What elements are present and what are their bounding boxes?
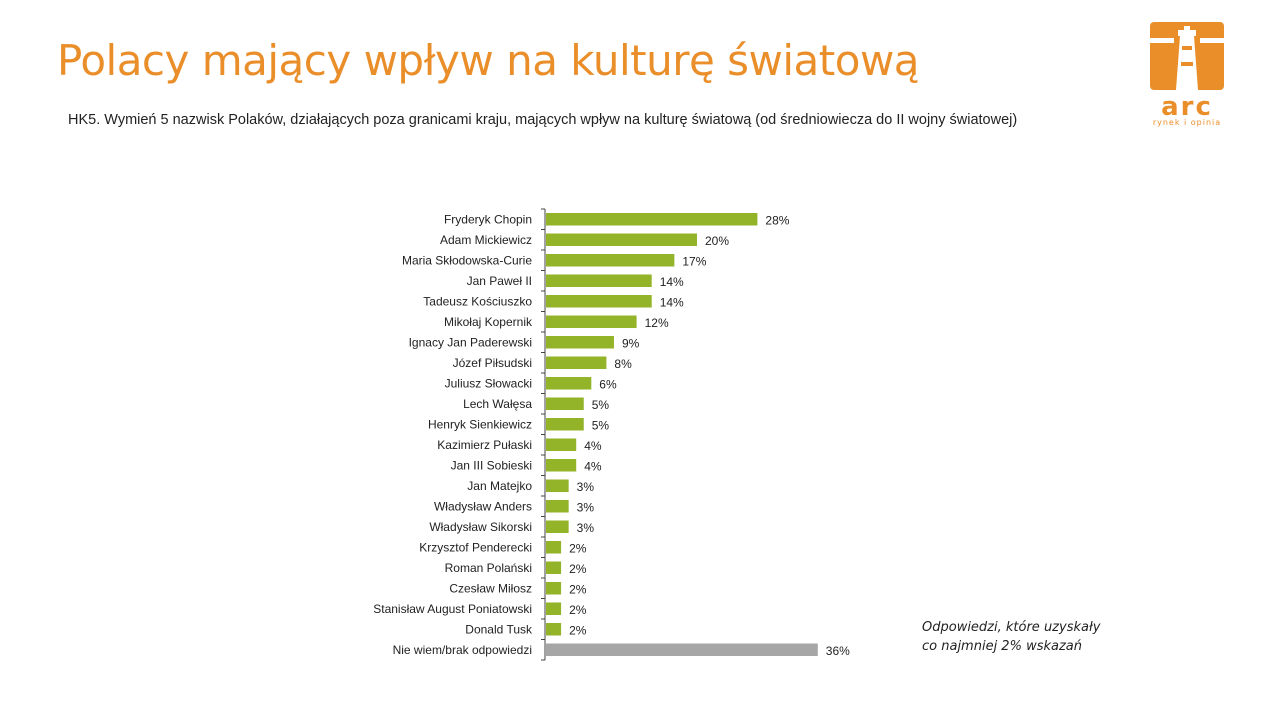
value-label: 4% xyxy=(584,459,602,473)
value-label: 3% xyxy=(577,480,595,494)
value-label: 36% xyxy=(826,644,850,658)
bar xyxy=(546,418,584,431)
category-label: Mikołaj Kopernik xyxy=(444,315,533,329)
category-label: Fryderyk Chopin xyxy=(444,212,532,226)
bar xyxy=(546,254,675,267)
bar xyxy=(546,438,577,451)
value-label: 2% xyxy=(569,541,587,555)
bar xyxy=(546,643,818,656)
logo-word: arc xyxy=(1161,92,1213,122)
category-label: Lech Wałęsa xyxy=(463,397,532,411)
category-label: Jan Matejko xyxy=(467,479,532,493)
value-label: 5% xyxy=(592,418,610,432)
value-label: 20% xyxy=(705,234,729,248)
bar xyxy=(546,602,562,615)
bar xyxy=(546,356,607,369)
value-label: 3% xyxy=(577,500,595,514)
bar xyxy=(546,233,697,246)
bar xyxy=(546,500,569,513)
bar xyxy=(546,213,758,226)
category-label: Kazimierz Pułaski xyxy=(437,438,532,452)
lighthouse-icon xyxy=(1150,22,1224,90)
bar xyxy=(546,295,652,308)
value-label: 2% xyxy=(569,582,587,596)
bar xyxy=(546,315,637,328)
value-label: 12% xyxy=(645,316,669,330)
bar xyxy=(546,582,562,595)
value-label: 9% xyxy=(622,336,640,350)
logo-tagline: rynek i opinia xyxy=(1152,118,1222,127)
category-label: Krzysztof Penderecki xyxy=(419,540,532,554)
bar xyxy=(546,377,592,390)
chart-note-line-1: Odpowiedzi, które uzyskały xyxy=(922,620,1101,635)
bar xyxy=(546,520,569,533)
value-label: 5% xyxy=(592,398,610,412)
bar xyxy=(546,459,577,472)
value-label: 3% xyxy=(577,521,595,535)
bar xyxy=(546,397,584,410)
category-label: Władysław Anders xyxy=(434,499,532,513)
value-label: 2% xyxy=(569,603,587,617)
bar xyxy=(546,623,562,636)
category-label: Tadeusz Kościuszko xyxy=(423,294,532,308)
category-label: Maria Skłodowska-Curie xyxy=(402,253,532,267)
category-label: Czesław Miłosz xyxy=(449,581,532,595)
value-label: 28% xyxy=(765,213,789,227)
category-label: Jan III Sobieski xyxy=(451,458,532,472)
value-label: 2% xyxy=(569,623,587,637)
value-label: 6% xyxy=(599,377,617,391)
category-label: Donald Tusk xyxy=(465,622,533,636)
category-label: Henryk Sienkiewicz xyxy=(428,417,532,431)
question-subtitle: HK5. Wymień 5 nazwisk Polaków, działając… xyxy=(68,112,1018,128)
bar xyxy=(546,479,569,492)
category-label: Stanisław August Poniatowski xyxy=(373,602,532,616)
bar xyxy=(546,274,652,287)
chart-note-line-2: co najmniej 2% wskazań xyxy=(922,639,1082,654)
arc-logo: arc rynek i opinia xyxy=(1146,18,1228,130)
category-label: Juliusz Słowacki xyxy=(445,376,532,390)
bar xyxy=(546,561,562,574)
category-label: Jan Paweł II xyxy=(467,274,532,288)
value-label: 14% xyxy=(660,275,684,289)
value-label: 2% xyxy=(569,562,587,576)
category-label: Roman Polański xyxy=(445,561,532,575)
category-label: Władysław Sikorski xyxy=(429,520,532,534)
category-label: Adam Mickiewicz xyxy=(440,233,532,247)
value-label: 4% xyxy=(584,439,602,453)
bar xyxy=(546,541,562,554)
value-label: 8% xyxy=(614,357,632,371)
value-label: 14% xyxy=(660,295,684,309)
chart-note: Odpowiedzi, które uzyskały co najmniej 2… xyxy=(922,618,1100,656)
bar xyxy=(546,336,614,349)
category-label: Nie wiem/brak odpowiedzi xyxy=(393,643,532,657)
category-label: Ignacy Jan Paderewski xyxy=(409,335,532,349)
value-label: 17% xyxy=(682,254,706,268)
page-title: Polacy mający wpływ na kulturę światową xyxy=(57,36,920,85)
category-label: Józef Piłsudski xyxy=(453,356,532,370)
